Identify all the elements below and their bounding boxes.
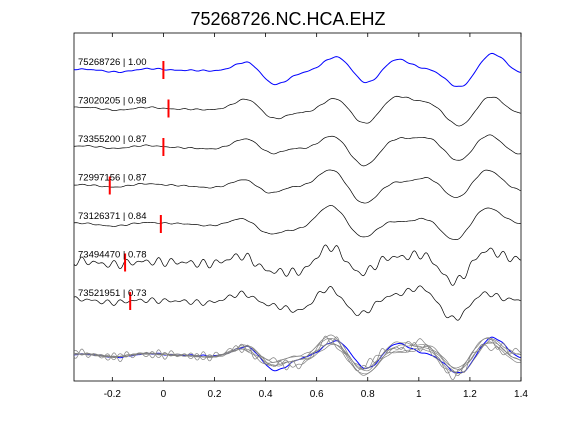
trace-line-73355200	[73, 134, 521, 167]
trace-line-73494470	[73, 244, 521, 286]
x-tick-label: 0.6	[310, 389, 324, 400]
x-tick-label: -0.2	[104, 389, 122, 400]
overlay-line-73521951	[73, 338, 521, 377]
trace-label-73494470: 73494470 | 0.78	[78, 250, 147, 261]
x-tick-label: 0.8	[361, 389, 375, 400]
trace-label-72997156: 72997156 | 0.87	[78, 173, 147, 184]
x-axis: -0.2 0 0.2 0.4 0.6 0.8 1 1.2 1.4	[104, 33, 528, 400]
chart-title: 75268726.NC.HCA.EHZ	[190, 9, 385, 29]
x-tick-label: 0.4	[259, 389, 273, 400]
trace-line-73126371	[73, 205, 521, 240]
trace-label-73521951: 73521951 | 0.73	[78, 288, 147, 299]
x-tick-label: 0.2	[208, 389, 222, 400]
trace-line-72997156	[73, 169, 521, 204]
x-tick-label: 1	[416, 389, 422, 400]
picks-layer	[108, 61, 170, 310]
trace-label-73020205: 73020205 | 0.98	[78, 96, 147, 107]
trace-line-75268726	[73, 52, 521, 87]
trace-label-75268726: 75268726 | 1.00	[78, 57, 147, 68]
traces-layer	[73, 52, 521, 321]
x-tick-label: 0	[161, 389, 167, 400]
overlay-line-73494470	[73, 335, 521, 381]
x-tick-label: 1.4	[514, 389, 528, 400]
trace-label-73355200: 73355200 | 0.87	[78, 134, 147, 145]
plot-frame	[73, 32, 522, 382]
overlay-layer	[73, 334, 521, 381]
trace-labels: 75268726 | 1.00 73020205 | 0.98 73355200 |…	[78, 57, 147, 299]
trace-line-73020205	[73, 95, 521, 127]
trace-label-73126371: 73126371 | 0.84	[78, 211, 147, 222]
x-tick-label: 1.2	[463, 389, 477, 400]
trace-line-73521951	[73, 285, 521, 321]
